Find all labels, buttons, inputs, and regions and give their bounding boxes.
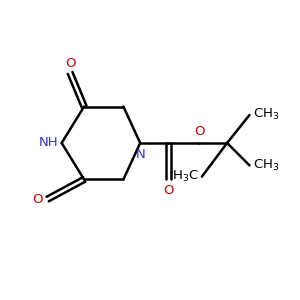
Text: O: O (163, 184, 173, 197)
Text: O: O (194, 125, 204, 138)
Text: CH$_3$: CH$_3$ (253, 107, 279, 122)
Text: NH: NH (39, 136, 58, 149)
Text: O: O (32, 193, 43, 206)
Text: O: O (65, 56, 75, 70)
Text: H$_3$C: H$_3$C (172, 169, 199, 184)
Text: N: N (135, 148, 145, 161)
Text: CH$_3$: CH$_3$ (253, 158, 279, 173)
